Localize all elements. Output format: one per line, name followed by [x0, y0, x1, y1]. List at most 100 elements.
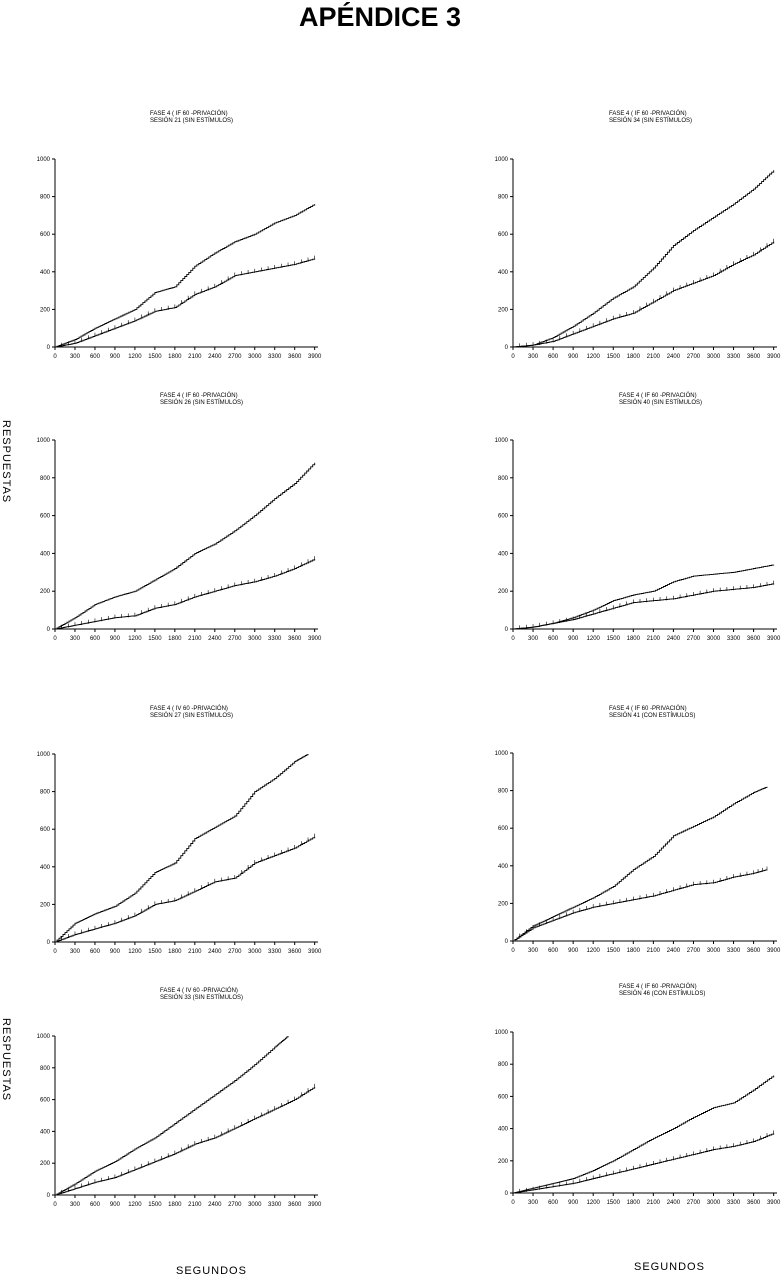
y-axis-label-lower: RESPUESTAS: [0, 1018, 12, 1102]
x-tick-label: 2100: [188, 636, 202, 642]
y-tick-label: 200: [498, 901, 509, 907]
x-tick-label: 3300: [268, 949, 282, 955]
x-tick-label: 2400: [208, 354, 222, 360]
x-tick-label: 300: [528, 948, 539, 954]
y-tick-label: 400: [498, 551, 509, 557]
series-line-plain: [513, 170, 775, 348]
x-tick-label: 1200: [128, 1202, 142, 1208]
x-tick-label: 300: [528, 1200, 539, 1206]
x-tick-label: 900: [110, 354, 121, 360]
x-tick-label: 3900: [308, 949, 322, 955]
x-tick-label: 900: [568, 636, 579, 642]
x-tick-label: 1200: [587, 354, 601, 360]
x-tick-label: 2700: [687, 354, 701, 360]
y-tick-label: 400: [498, 864, 509, 870]
series-line-ticked: [55, 559, 316, 630]
x-tick-label: 3900: [308, 1202, 322, 1208]
y-tick-label: 800: [498, 1062, 509, 1068]
x-tick-label: 2700: [687, 948, 701, 954]
x-tick-label: 3900: [767, 948, 781, 954]
y-tick-label: 200: [498, 307, 509, 313]
x-tick-label: 600: [548, 948, 559, 954]
x-tick-label: 1500: [148, 354, 162, 360]
x-tick-label: 900: [110, 636, 121, 642]
x-tick-label: 3900: [308, 636, 322, 642]
panel-8-title: FASE 4 ( IF 60 -PRIVACIÓN) SESIÓN 46 (CON…: [619, 984, 706, 997]
x-tick-label: 600: [90, 636, 101, 642]
x-tick-label: 1200: [128, 636, 142, 642]
x-tick-label: 900: [568, 1200, 579, 1206]
x-tick-label: 900: [110, 1202, 121, 1208]
x-tick-label: 1800: [627, 948, 641, 954]
series-line-plain: [513, 786, 768, 942]
panel-1-title: FASE 4 ( IF 60 -PRIVACIÓN) SESIÓN 21 (SIN…: [150, 111, 234, 124]
x-tick-label: 0: [511, 948, 515, 954]
chart-panel-3: 0 200 400 600 800 1000 0 300 600 900 1200 1500 1800 2…: [37, 438, 322, 642]
x-tick-label: 2100: [188, 354, 202, 360]
x-tick-label: 3300: [727, 636, 741, 642]
x-tick-label: 1500: [148, 1202, 162, 1208]
x-tick-label: 3000: [707, 948, 721, 954]
y-tick-label: 200: [40, 902, 51, 908]
chart-panel-7: 0 200 400 600 800 1000 0 300 600 900 1200 1500 1800 2…: [37, 1034, 322, 1208]
y-tick-label: 1000: [37, 752, 51, 758]
y-tick-label: 800: [40, 195, 51, 201]
y-tick-label: 200: [40, 589, 51, 595]
x-tick-label: 600: [548, 354, 559, 360]
x-tick-label: 0: [53, 636, 57, 642]
x-tick-label: 3000: [248, 354, 262, 360]
y-tick-label: 800: [40, 1066, 51, 1072]
x-tick-label: 1800: [168, 354, 182, 360]
y-tick-label: 800: [40, 476, 51, 482]
y-tick-label: 400: [40, 1129, 51, 1135]
y-tick-label: 600: [40, 232, 51, 238]
x-tick-label: 3000: [248, 1202, 262, 1208]
x-tick-label: 3600: [747, 1200, 761, 1206]
series-line-plain: [513, 1075, 775, 1194]
panel-4-title: FASE 4 ( IF 60 -PRIVACIÓN) SESIÓN 40 (SIN…: [619, 393, 703, 406]
x-tick-label: 3000: [248, 949, 262, 955]
y-tick-label: 400: [40, 270, 51, 276]
y-tick-label: 600: [498, 1094, 509, 1100]
y-tick-label: 1000: [37, 438, 51, 444]
x-tick-label: 2100: [188, 1202, 202, 1208]
x-tick-label: 0: [53, 949, 57, 955]
x-tick-label: 3300: [268, 636, 282, 642]
x-tick-label: 600: [548, 1200, 559, 1206]
x-tick-label: 2700: [228, 949, 242, 955]
x-tick-label: 2700: [228, 636, 242, 642]
y-tick-label: 400: [498, 1127, 509, 1133]
chart-panel-4: 0 200 400 600 800 1000 0 300 600 900 1200 1500 1800 2…: [495, 438, 781, 642]
x-tick-label: 3900: [767, 354, 781, 360]
chart-panel-5: 0 200 400 600 800 1000 0 300 600 900 1200 1500 1800 2…: [37, 752, 322, 955]
y-tick-label: 0: [505, 939, 509, 945]
x-tick-label: 900: [568, 354, 579, 360]
series-line-ticked: [513, 241, 775, 348]
x-tick-label: 3300: [268, 1202, 282, 1208]
x-tick-label: 2400: [667, 1200, 681, 1206]
x-tick-label: 1800: [627, 1200, 641, 1206]
y-tick-label: 0: [47, 1193, 51, 1199]
panel-3-title: FASE 4 ( IF 60 -PRIVACIÓN) SESIÓN 26 (SIN…: [160, 393, 244, 406]
y-tick-label: 1000: [495, 157, 509, 163]
x-tick-label: 3600: [288, 354, 302, 360]
series-line-plain: [55, 462, 316, 630]
panel-6-title: FASE 4 ( IF 60 -PRIVACIÓN) SESIÓN 41 (CON…: [609, 706, 696, 719]
y-tick-label: 0: [47, 940, 51, 946]
chart-panel-6: 0 200 400 600 800 1000 0 300 600 900 1200 1500 1800 2…: [495, 751, 781, 954]
x-tick-label: 3000: [707, 354, 721, 360]
series-line-ticked: [513, 1133, 775, 1194]
y-tick-label: 600: [40, 827, 51, 833]
page-title: APÉNDICE 3: [298, 2, 462, 32]
x-tick-label: 3300: [727, 948, 741, 954]
y-tick-label: 600: [498, 232, 509, 238]
y-tick-label: 200: [40, 307, 51, 313]
panel-7-title: FASE 4 ( IV 60 -PRIVACIÓN) SESIÓN 33 (SIN…: [160, 988, 244, 1001]
x-tick-label: 2400: [208, 949, 222, 955]
x-tick-label: 3600: [747, 948, 761, 954]
y-tick-label: 600: [498, 826, 509, 832]
x-tick-label: 600: [90, 354, 101, 360]
x-tick-label: 600: [548, 636, 559, 642]
y-tick-label: 600: [40, 514, 51, 520]
y-tick-label: 0: [505, 627, 509, 633]
